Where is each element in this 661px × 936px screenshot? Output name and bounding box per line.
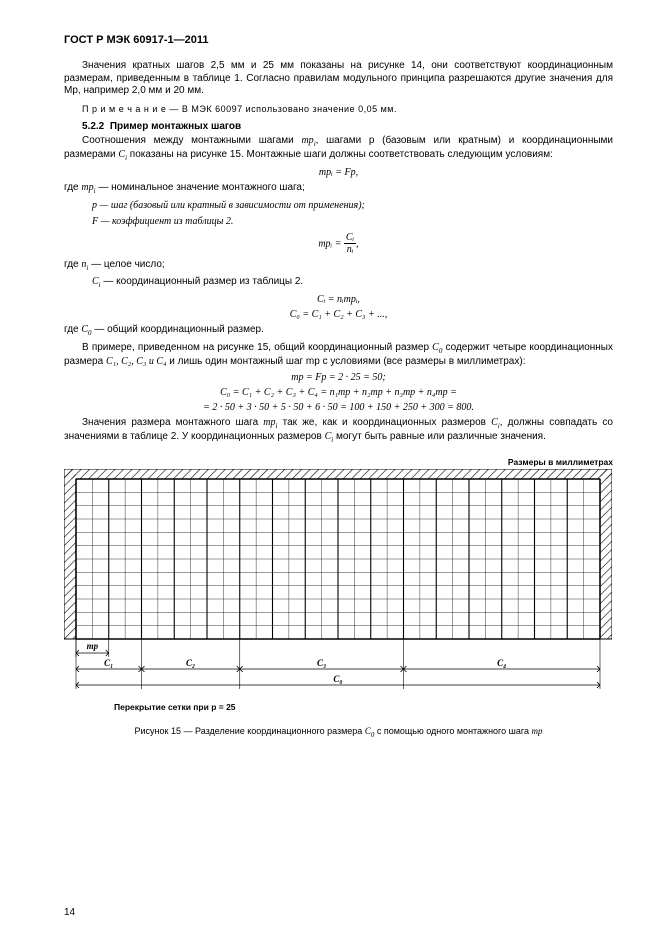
formula-1: mpᵢ = Fp, bbox=[64, 167, 613, 178]
figure-svg: mp C₁ C₂ C₃ C₄ C₀ bbox=[64, 469, 612, 697]
formula-5: mp = Fp = 2 · 25 = 50; bbox=[64, 372, 613, 383]
figure-subcaption: Перекрытие сетки при p = 25 bbox=[114, 702, 613, 712]
page-number: 14 bbox=[64, 907, 75, 918]
paragraph-2: Соотношения между монтажными шагами mpi,… bbox=[64, 135, 613, 163]
formula-2: mpᵢ = Cᵢnᵢ, bbox=[64, 233, 613, 255]
svg-text:C₄: C₄ bbox=[497, 658, 506, 668]
where-2b: Ci — координационный размер из таблицы 2… bbox=[92, 276, 613, 290]
where-3: где C0 — общий координационный размер. bbox=[64, 324, 613, 338]
section-number: 5.2.2 bbox=[82, 121, 104, 132]
paragraph-4: Значения размера монтажного шага mpi так… bbox=[64, 417, 613, 445]
svg-text:mp: mp bbox=[87, 641, 99, 651]
svg-text:C₀: C₀ bbox=[333, 674, 342, 684]
where-1b: p — шаг (базовый или кратный в зависимос… bbox=[92, 200, 613, 213]
where-2a: где ni — целое число; bbox=[64, 259, 613, 273]
doc-header: ГОСТ Р МЭК 60917-1—2011 bbox=[64, 34, 613, 46]
section-title: 5.2.2 Пример монтажных шагов bbox=[64, 121, 613, 134]
paragraph-3: В примере, приведенном на рисунке 15, об… bbox=[64, 342, 613, 368]
svg-text:C₂: C₂ bbox=[186, 658, 195, 668]
svg-text:C₁: C₁ bbox=[104, 658, 113, 668]
formula-4: C₀ = C₁ + C₂ + C₃ + ..., bbox=[64, 309, 613, 320]
section-heading: Пример монтажных шагов bbox=[110, 121, 241, 132]
figure-units: Размеры в миллиметрах bbox=[64, 457, 613, 467]
formula-7: = 2 · 50 + 3 · 50 + 5 · 50 + 6 · 50 = 10… bbox=[64, 402, 613, 413]
paragraph-1: Значения кратных шагов 2,5 мм и 25 мм по… bbox=[64, 60, 613, 98]
figure-15: mp C₁ C₂ C₃ C₄ C₀ bbox=[64, 469, 613, 700]
figure-caption: Рисунок 15 — Разделение координационного… bbox=[64, 726, 613, 739]
svg-text:C₃: C₃ bbox=[317, 658, 326, 668]
formula-6: C₀ = C₁ + C₂ + C₃ + C₄ = n₁mp + n₂mp + n… bbox=[64, 387, 613, 398]
formula-3: Cᵢ = nᵢmpᵢ, bbox=[64, 294, 613, 305]
where-1c: F — коэффициент из таблицы 2. bbox=[92, 216, 613, 229]
where-1a: где mpi — номинальное значение монтажног… bbox=[64, 182, 613, 196]
note: П р и м е ч а н и е — В МЭК 60097 исполь… bbox=[64, 104, 613, 115]
